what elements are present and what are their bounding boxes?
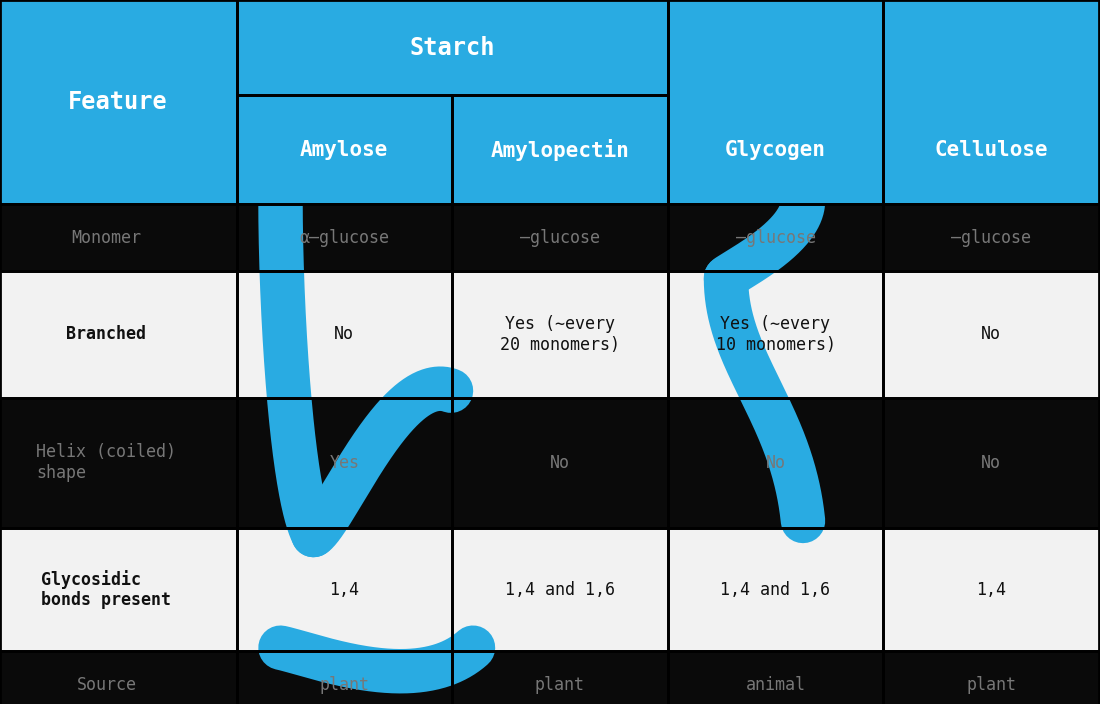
- Text: Glycosidic
bonds present: Glycosidic bonds present: [42, 570, 172, 610]
- Bar: [668, 204, 883, 271]
- Bar: [452, 95, 668, 204]
- Bar: [883, 528, 1099, 651]
- Bar: [883, 0, 1099, 204]
- Bar: [668, 271, 883, 398]
- Bar: [236, 528, 452, 651]
- Text: Starch: Starch: [409, 35, 495, 60]
- Bar: [883, 651, 1099, 704]
- Bar: [0, 528, 236, 651]
- Text: No: No: [766, 454, 785, 472]
- Bar: [236, 95, 452, 204]
- Text: No: No: [981, 454, 1001, 472]
- Bar: [452, 204, 668, 271]
- Bar: [0, 0, 236, 204]
- Bar: [0, 204, 236, 271]
- Text: No: No: [550, 454, 570, 472]
- Bar: [452, 271, 668, 398]
- Bar: [236, 651, 452, 704]
- Bar: [452, 528, 668, 651]
- Bar: [668, 0, 883, 204]
- Text: Branched: Branched: [66, 325, 146, 344]
- Bar: [452, 651, 668, 704]
- Text: Amylose: Amylose: [300, 139, 388, 160]
- Bar: [236, 398, 452, 528]
- Bar: [0, 271, 236, 398]
- Bar: [883, 528, 1099, 651]
- Bar: [668, 398, 883, 528]
- Bar: [0, 398, 236, 528]
- Text: Feature: Feature: [68, 90, 168, 114]
- Bar: [452, 204, 668, 271]
- Bar: [668, 271, 883, 398]
- Text: Glycogen: Glycogen: [725, 139, 826, 160]
- Text: No: No: [334, 325, 354, 344]
- Bar: [236, 271, 452, 398]
- Bar: [0, 528, 236, 651]
- Text: 1,4 and 1,6: 1,4 and 1,6: [505, 581, 615, 598]
- Bar: [883, 204, 1099, 271]
- Bar: [668, 651, 883, 704]
- Bar: [452, 95, 668, 204]
- Bar: [668, 398, 883, 528]
- Text: 1,4 and 1,6: 1,4 and 1,6: [720, 581, 830, 598]
- Text: Yes (∼every
20 monomers): Yes (∼every 20 monomers): [499, 315, 620, 354]
- Text: Helix (coiled)
shape: Helix (coiled) shape: [36, 444, 176, 482]
- Text: Source: Source: [76, 676, 136, 693]
- Bar: [236, 204, 452, 271]
- Bar: [0, 398, 236, 528]
- Bar: [452, 398, 668, 528]
- Text: Cellulose: Cellulose: [934, 139, 1048, 160]
- Bar: [452, 398, 668, 528]
- Text: plant: plant: [319, 676, 370, 693]
- Bar: [236, 651, 452, 704]
- Bar: [452, 528, 668, 651]
- Bar: [236, 398, 452, 528]
- Bar: [883, 0, 1099, 204]
- Text: Amylopectin: Amylopectin: [491, 139, 629, 161]
- Text: 1,4: 1,4: [976, 581, 1007, 598]
- Bar: [236, 528, 452, 651]
- Bar: [0, 651, 236, 704]
- Text: Yes (∼every
10 monomers): Yes (∼every 10 monomers): [715, 315, 836, 354]
- Bar: [236, 95, 452, 204]
- Bar: [883, 271, 1099, 398]
- Bar: [0, 0, 236, 204]
- Bar: [0, 204, 236, 271]
- Text: plant: plant: [966, 676, 1016, 693]
- Bar: [236, 0, 668, 95]
- Bar: [883, 398, 1099, 528]
- Bar: [668, 528, 883, 651]
- Bar: [883, 204, 1099, 271]
- Bar: [452, 271, 668, 398]
- Bar: [668, 204, 883, 271]
- Bar: [0, 271, 236, 398]
- Bar: [668, 651, 883, 704]
- Text: –glucose: –glucose: [520, 229, 600, 246]
- Text: plant: plant: [535, 676, 585, 693]
- Text: Monomer: Monomer: [72, 229, 142, 246]
- Bar: [668, 528, 883, 651]
- Bar: [236, 204, 452, 271]
- Text: Yes: Yes: [329, 454, 360, 472]
- Bar: [883, 651, 1099, 704]
- Text: No: No: [981, 325, 1001, 344]
- Bar: [883, 398, 1099, 528]
- Text: –glucose: –glucose: [952, 229, 1031, 246]
- Bar: [668, 0, 883, 204]
- Text: –glucose: –glucose: [736, 229, 815, 246]
- Bar: [0, 651, 236, 704]
- Bar: [452, 651, 668, 704]
- Text: animal: animal: [746, 676, 805, 693]
- Text: α–glucose: α–glucose: [299, 229, 389, 246]
- Bar: [236, 271, 452, 398]
- Text: 1,4: 1,4: [329, 581, 360, 598]
- Bar: [883, 271, 1099, 398]
- Bar: [236, 0, 668, 95]
